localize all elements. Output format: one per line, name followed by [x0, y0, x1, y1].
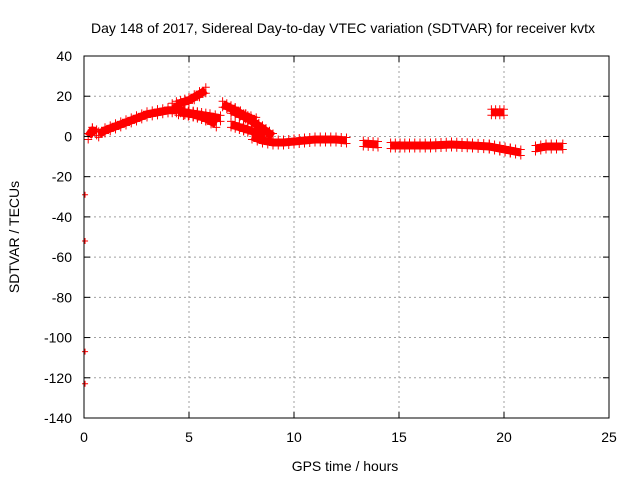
data-point: [342, 139, 351, 148]
x-tick-label: 15: [391, 429, 407, 445]
y-tick-label: -40: [52, 209, 72, 225]
y-tick-label: -140: [44, 410, 72, 426]
data-point: [122, 121, 130, 130]
data-point: [284, 140, 293, 149]
y-tick-label: -20: [52, 169, 72, 185]
data-point: [189, 113, 198, 122]
data-point: [174, 111, 183, 120]
data-point: [485, 145, 494, 154]
axis-ticks: [83, 55, 610, 419]
data-point: [137, 115, 146, 124]
y-tick-label: 0: [64, 128, 72, 144]
data-point: [227, 123, 235, 132]
data-point: [82, 238, 89, 245]
data-point: [374, 143, 382, 152]
data-point: [218, 103, 227, 112]
data-point: [511, 150, 520, 159]
data-point: [558, 145, 567, 154]
data-point: [132, 117, 141, 126]
data-point: [184, 112, 193, 121]
data-point: [531, 147, 540, 156]
data-point: [195, 93, 204, 102]
x-tick-label: 0: [80, 429, 88, 445]
data-point: [243, 128, 252, 137]
data-point: [500, 111, 508, 120]
data-point: [197, 116, 206, 125]
plot-frame: [83, 55, 610, 419]
x-tick-label: 25: [601, 429, 617, 445]
y-tick-label: -120: [44, 370, 72, 386]
data-point: [111, 125, 120, 134]
data-point: [127, 119, 136, 128]
data-point: [235, 126, 244, 135]
data-point: [295, 139, 304, 148]
data-point: [337, 138, 346, 147]
data-point: [106, 127, 115, 136]
data-point: [290, 140, 298, 149]
y-axis-label: SDTVAR / TECUs: [6, 181, 22, 293]
data-point: [193, 114, 202, 123]
data-point: [239, 127, 248, 136]
data-point: [180, 100, 189, 109]
x-tick-label: 5: [185, 429, 193, 445]
data-point: [190, 96, 199, 105]
data-point: [536, 146, 545, 155]
data-point: [207, 120, 216, 129]
data-track: [363, 139, 379, 149]
data-point: [185, 99, 193, 108]
data-point: [172, 103, 181, 112]
data-point: [235, 113, 244, 122]
data-point: [495, 147, 504, 156]
data-point: [231, 111, 240, 120]
data-point: [248, 135, 256, 144]
data-point: [263, 140, 272, 149]
data-point: [148, 112, 157, 121]
data-point: [332, 138, 340, 147]
data-point: [158, 110, 167, 119]
data-point: [506, 149, 515, 158]
data-point: [101, 129, 109, 138]
data-point: [143, 113, 151, 122]
x-axis-label: GPS time / hours: [292, 458, 399, 474]
data-point: [201, 89, 210, 98]
data-point: [153, 111, 162, 120]
data-point: [94, 133, 103, 142]
data-point: [258, 139, 267, 148]
data-point: [179, 111, 188, 120]
y-tick-label: -100: [44, 330, 72, 346]
data-point: [501, 148, 510, 157]
data-marks: [82, 83, 567, 387]
data-point: [92, 131, 101, 140]
data-point: [490, 146, 499, 155]
tick-labels: 0 5 10 15 20 25 40 20 0 -20 -40 -60 -80 -100 -120 -140: [44, 48, 617, 445]
data-point: [231, 124, 240, 133]
data-point: [82, 380, 89, 387]
chart-title: Day 148 of 2017, Sidereal Day-to-day VTE…: [91, 20, 595, 36]
data-point: [279, 141, 288, 150]
y-tick-label: 40: [56, 48, 72, 64]
data-point: [300, 139, 309, 148]
data-point: [305, 138, 314, 147]
data-point: [116, 123, 125, 132]
data-track: [534, 142, 563, 153]
y-tick-label: -60: [52, 249, 72, 265]
x-tick-label: 20: [496, 429, 512, 445]
data-point: [253, 137, 262, 146]
y-tick-label: 20: [56, 88, 72, 104]
data-point: [222, 105, 231, 114]
data-point: [82, 191, 89, 198]
y-tick-label: -80: [52, 289, 72, 305]
data-point: [82, 348, 89, 355]
data-point: [227, 109, 235, 118]
data-point: [212, 123, 221, 132]
data-point: [88, 129, 97, 138]
data-point: [516, 151, 525, 160]
data-point: [201, 117, 210, 126]
x-tick-label: 10: [286, 429, 302, 445]
